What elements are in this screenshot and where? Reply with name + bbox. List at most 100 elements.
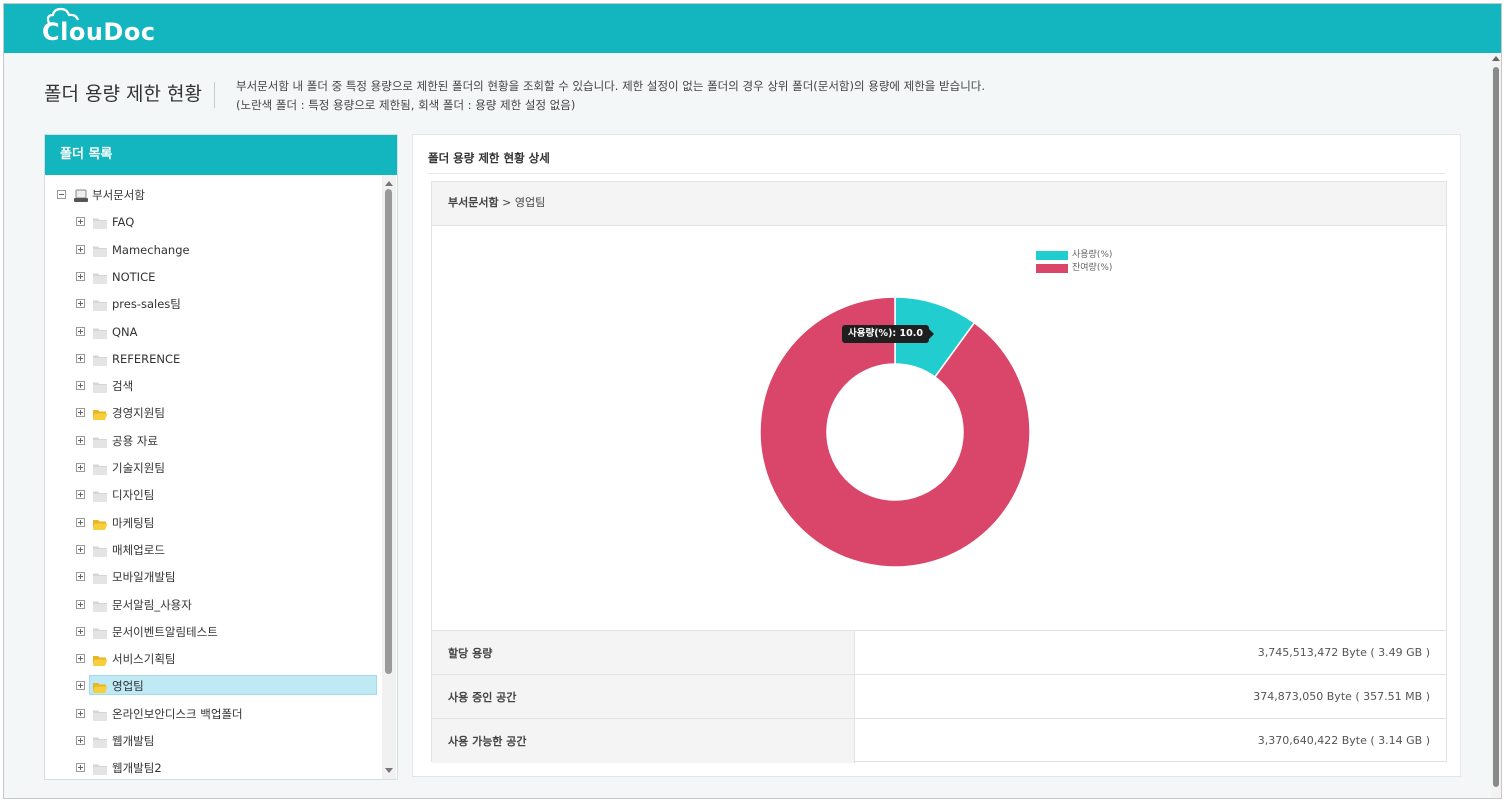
detail-title: 폴더 용량 제한 현황 상세: [428, 151, 550, 165]
folder-tree[interactable]: 부서문서함 FAQ Mamechange NOTICE pres-sales팀 QNA RE…: [45, 175, 383, 779]
tree-item-label: 기술지원팀: [112, 461, 165, 475]
description-line-1: 부서문서함 내 폴더 중 특정 용량으로 제한된 폴더의 현황을 조회할 수 있…: [236, 79, 986, 93]
gray-folder-icon: [92, 434, 108, 456]
expand-icon[interactable]: [76, 244, 85, 254]
gray-folder-icon: [92, 543, 108, 565]
tree-item[interactable]: 문서이벤트알림테스트: [45, 621, 375, 643]
tree-item[interactable]: 문서알림_사용자: [45, 594, 375, 616]
tree-item-label: 마케팅팀: [112, 515, 155, 530]
tree-item[interactable]: 온라인보안디스크 백업폴더: [45, 703, 375, 725]
tree-item[interactable]: 모바일개발팀: [45, 566, 375, 588]
legend-swatch-remaining: [1036, 264, 1068, 273]
tree-item[interactable]: 마케팅팀: [45, 512, 375, 534]
expand-icon[interactable]: [76, 299, 85, 309]
expand-icon[interactable]: [76, 217, 85, 227]
tree-item[interactable]: 기술지원팀: [45, 457, 375, 479]
tree-item[interactable]: REFERENCE: [45, 348, 375, 370]
gray-folder-icon: [92, 325, 108, 347]
breadcrumb-separator: >: [502, 196, 512, 209]
legend-label-remaining: 잔여량(%): [1072, 263, 1113, 273]
tree-item[interactable]: 디자인팀: [45, 484, 375, 506]
tree-item-label: 디자인팀: [112, 488, 155, 503]
allocated-label: 할당 용량: [432, 630, 855, 675]
yellow-folder-icon: [92, 406, 108, 428]
used-label: 사용 중인 공간: [432, 674, 855, 719]
gray-folder-icon: [92, 625, 108, 647]
detail-box: 부서문서함 > 영업팀 사용량(%) 잔여량(%) 사용량(%): 10.0: [431, 181, 1447, 763]
tree-item-label: QNA: [112, 324, 138, 339]
divider: [428, 173, 1445, 174]
expand-icon[interactable]: [76, 326, 85, 336]
tree-item[interactable]: 영업팀: [45, 675, 377, 697]
expand-icon[interactable]: [76, 544, 85, 554]
yellow-folder-icon: [92, 679, 108, 701]
tree-item[interactable]: 서비스기획팀: [45, 648, 375, 670]
gray-folder-icon: [92, 734, 108, 756]
top-bar: ClouDoc: [4, 4, 1501, 53]
chart-legend: 사용량(%) 잔여량(%): [1036, 250, 1112, 276]
page-scroll-up-icon[interactable]: [1492, 56, 1500, 61]
expand-icon[interactable]: [76, 763, 85, 773]
folder-tree-scrollbar[interactable]: [382, 175, 396, 779]
chart-tooltip: 사용량(%): 10.0: [842, 325, 934, 343]
tree-item[interactable]: NOTICE: [45, 266, 375, 288]
tree-item[interactable]: 공용 자료: [45, 430, 375, 452]
gray-folder-icon: [92, 297, 108, 319]
selection-highlight: [89, 675, 377, 696]
expand-icon[interactable]: [76, 463, 85, 472]
tree-item[interactable]: 웹개발팀: [45, 730, 375, 752]
tree-root[interactable]: 부서문서함: [45, 184, 375, 206]
used-value: 374,873,050 Byte ( 357.51 MB ): [854, 674, 1446, 719]
expand-icon[interactable]: [76, 353, 85, 363]
donut-slice-remaining[interactable]: [759, 296, 1031, 568]
app-window: ClouDoc 폴더 용량 제한 현황 부서문서함 내 폴더 중 특정 용량으로…: [3, 3, 1502, 799]
tree-item[interactable]: 경영지원팀: [45, 402, 375, 424]
legend-item-used[interactable]: 사용량(%): [1036, 250, 1112, 263]
expand-icon[interactable]: [76, 408, 85, 418]
expand-icon[interactable]: [76, 736, 85, 745]
expand-icon[interactable]: [76, 654, 85, 664]
tree-item[interactable]: pres-sales팀: [45, 293, 375, 315]
tree-item[interactable]: QNA: [45, 321, 375, 343]
expand-icon[interactable]: [76, 572, 85, 582]
legend-item-remaining[interactable]: 잔여량(%): [1036, 263, 1112, 276]
gray-folder-icon: [92, 243, 108, 265]
tree-root-label: 부서문서함: [92, 188, 145, 202]
expand-icon[interactable]: [76, 381, 85, 391]
expand-icon[interactable]: [76, 517, 85, 527]
tree-item[interactable]: FAQ: [45, 211, 375, 233]
logo[interactable]: ClouDoc: [42, 7, 156, 46]
tree-item[interactable]: 매체업로드: [45, 539, 375, 561]
tree-item-label: 모바일개발팀: [112, 570, 176, 585]
expand-icon[interactable]: [76, 708, 85, 718]
legend-swatch-used: [1036, 251, 1068, 260]
scroll-up-arrow-icon[interactable]: [385, 181, 393, 186]
tree-item[interactable]: 검색: [45, 375, 375, 397]
tree-item-label: 영업팀: [112, 679, 144, 694]
tree-item[interactable]: 웹개발팀2: [45, 757, 375, 779]
description-line-2: (노란색 폴더 : 특정 용량으로 제한됨, 회색 폴더 : 용량 제한 설정 …: [236, 98, 576, 112]
tree-item-label: FAQ: [112, 215, 135, 230]
breadcrumb-root: 부서문서함: [448, 196, 499, 209]
scroll-thumb[interactable]: [385, 189, 392, 674]
expand-icon[interactable]: [76, 490, 85, 500]
tree-item-label: REFERENCE: [112, 351, 181, 366]
gray-folder-icon: [92, 598, 108, 620]
expand-icon[interactable]: [76, 681, 85, 691]
expand-icon[interactable]: [76, 435, 85, 445]
scroll-down-arrow-icon[interactable]: [385, 768, 393, 773]
available-label: 사용 가능한 공간: [432, 718, 855, 763]
expand-icon[interactable]: [76, 271, 85, 281]
tree-item[interactable]: Mamechange: [45, 239, 375, 261]
collapse-icon[interactable]: [57, 190, 66, 199]
expand-icon[interactable]: [76, 599, 85, 609]
page-scroll-thumb[interactable]: [1493, 67, 1499, 787]
expand-icon[interactable]: [76, 626, 85, 636]
legend-label-used: 사용량(%): [1072, 250, 1113, 260]
page-scrollbar[interactable]: [1491, 53, 1501, 798]
yellow-folder-icon: [92, 516, 108, 538]
gray-folder-icon: [92, 352, 108, 374]
tree-item-label: 웹개발팀2: [112, 761, 162, 776]
gray-folder-icon: [92, 488, 108, 510]
folder-list-title: 폴더 목록: [45, 135, 397, 175]
